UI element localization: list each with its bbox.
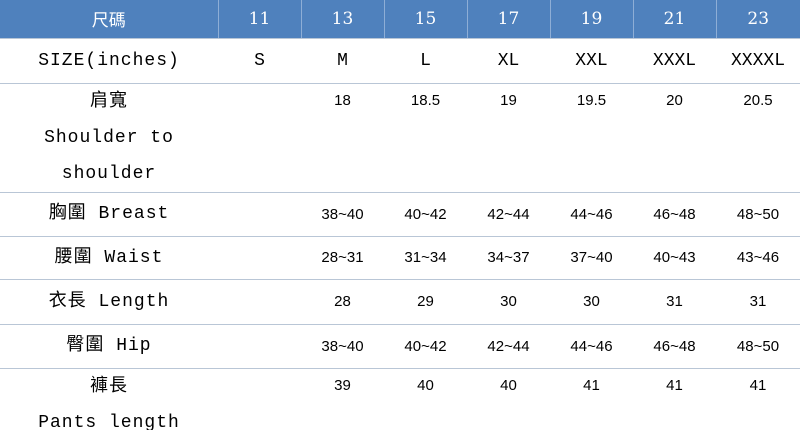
table-row: SIZE(inches) S M L XL XXL XXXL XXXXL bbox=[0, 38, 800, 84]
cell: 40~42 bbox=[384, 324, 467, 369]
cell bbox=[218, 83, 301, 193]
cell: XL bbox=[467, 38, 550, 84]
cell: 20 bbox=[633, 83, 716, 193]
cell bbox=[218, 324, 301, 369]
cell: 44~46 bbox=[550, 192, 633, 237]
row-label: 腰圍 Waist bbox=[0, 236, 218, 280]
cell: 48~50 bbox=[716, 324, 800, 369]
cell: 41 bbox=[633, 368, 716, 430]
cell: XXXXL bbox=[716, 38, 800, 84]
header-cell: 23 bbox=[715, 0, 800, 39]
cell: 48~50 bbox=[716, 192, 800, 237]
cell bbox=[218, 368, 301, 430]
row-label: SIZE(inches) bbox=[0, 38, 218, 84]
cell: 42~44 bbox=[467, 324, 550, 369]
row-label: 臀圍 Hip bbox=[0, 324, 218, 369]
cell: L bbox=[384, 38, 467, 84]
cell: 31 bbox=[716, 279, 800, 325]
label-line: shoulder bbox=[61, 163, 157, 184]
cell: 31~34 bbox=[384, 236, 467, 280]
table-row: 肩寬 Shoulder to shoulder 18 18.5 19 19.5 20 20.5 bbox=[0, 83, 800, 193]
cell: S bbox=[218, 38, 301, 84]
header-cell: 15 bbox=[383, 0, 467, 39]
cell: 40~42 bbox=[384, 192, 467, 237]
table-row: 臀圍 Hip 38~40 40~42 42~44 44~46 46~48 48~50 bbox=[0, 324, 800, 369]
row-label: 衣長 Length bbox=[0, 279, 218, 325]
cell: 19 bbox=[467, 83, 550, 193]
cell: 31 bbox=[633, 279, 716, 325]
cell: 38~40 bbox=[301, 324, 384, 369]
header-cell: 尺碼 bbox=[0, 0, 218, 39]
cell: 18 bbox=[301, 83, 384, 193]
header-cell: 17 bbox=[466, 0, 550, 39]
row-label: 褲長 Pants length bbox=[0, 368, 218, 430]
header-cell: 19 bbox=[549, 0, 633, 39]
label-line: 褲長 bbox=[90, 376, 128, 397]
cell: 30 bbox=[550, 279, 633, 325]
header-cell: 11 bbox=[217, 0, 301, 39]
cell: 39 bbox=[301, 368, 384, 430]
label-line: Pants length bbox=[38, 412, 180, 430]
table-row: 腰圍 Waist 28~31 31~34 34~37 37~40 40~43 43~46 bbox=[0, 236, 800, 280]
header-cell: 13 bbox=[300, 0, 384, 39]
label-line: 衣長 Length bbox=[48, 291, 170, 312]
cell: M bbox=[301, 38, 384, 84]
label-line: 胸圍 Breast bbox=[48, 204, 170, 224]
cell bbox=[218, 236, 301, 280]
cell: 28~31 bbox=[301, 236, 384, 280]
cell bbox=[218, 192, 301, 237]
table-row: 衣長 Length 28 29 30 30 31 31 bbox=[0, 279, 800, 325]
row-label: 肩寬 Shoulder to shoulder bbox=[0, 83, 218, 193]
cell: 18.5 bbox=[384, 83, 467, 193]
cell: XXXL bbox=[633, 38, 716, 84]
cell: 42~44 bbox=[467, 192, 550, 237]
table-row: 胸圍 Breast 38~40 40~42 42~44 44~46 46~48 48~50 bbox=[0, 192, 800, 237]
cell: 37~40 bbox=[550, 236, 633, 280]
cell: 34~37 bbox=[467, 236, 550, 280]
cell: 43~46 bbox=[716, 236, 800, 280]
cell: XXL bbox=[550, 38, 633, 84]
cell: 20.5 bbox=[716, 83, 800, 193]
header-row: 尺碼 11 13 15 17 19 21 23 bbox=[0, 0, 800, 39]
cell: 30 bbox=[467, 279, 550, 325]
cell: 19.5 bbox=[550, 83, 633, 193]
cell: 41 bbox=[716, 368, 800, 430]
header-cell: 21 bbox=[632, 0, 716, 39]
cell: 41 bbox=[550, 368, 633, 430]
cell: 29 bbox=[384, 279, 467, 325]
label-line: 肩寬 bbox=[90, 91, 128, 112]
label-line: Shoulder to bbox=[44, 127, 174, 148]
cell: 40 bbox=[384, 368, 467, 430]
cell: 46~48 bbox=[633, 324, 716, 369]
table-row: 褲長 Pants length 39 40 40 41 41 41 bbox=[0, 368, 800, 430]
cell: 28 bbox=[301, 279, 384, 325]
cell: 44~46 bbox=[550, 324, 633, 369]
cell: 46~48 bbox=[633, 192, 716, 237]
cell: 40~43 bbox=[633, 236, 716, 280]
label-line: SIZE(inches) bbox=[38, 50, 180, 71]
cell bbox=[218, 279, 301, 325]
row-label: 胸圍 Breast bbox=[0, 192, 218, 237]
label-line: 臀圍 Hip bbox=[66, 336, 152, 356]
cell: 38~40 bbox=[301, 192, 384, 237]
label-line: 腰圍 Waist bbox=[54, 247, 164, 268]
cell: 40 bbox=[467, 368, 550, 430]
